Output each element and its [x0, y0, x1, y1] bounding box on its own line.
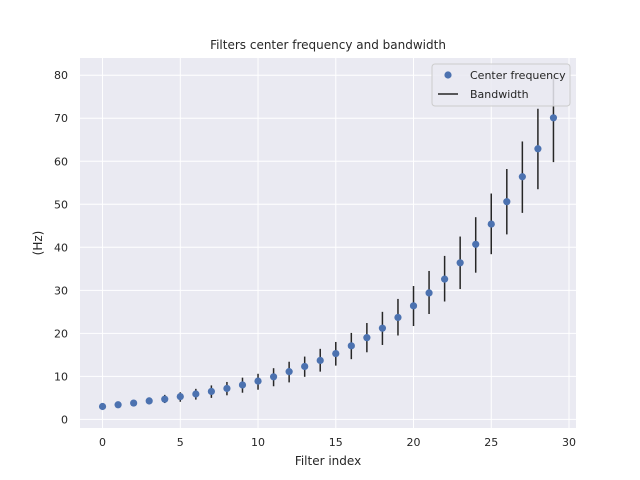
- y-tick-label: 10: [54, 370, 68, 383]
- center-frequency-point: [238, 381, 247, 389]
- x-tick-label: 20: [407, 436, 421, 449]
- center-frequency-point: [487, 220, 495, 228]
- x-axis-label: Filter index: [295, 454, 361, 468]
- center-frequency-point: [518, 173, 526, 181]
- center-frequency-point: [207, 387, 215, 396]
- center-frequency-point: [98, 402, 107, 411]
- center-frequency-point: [363, 334, 371, 342]
- y-tick-label: 60: [54, 155, 68, 168]
- center-frequency-point: [301, 362, 309, 371]
- center-frequency-point: [472, 240, 480, 248]
- center-frequency-point: [192, 390, 200, 398]
- center-frequency-point: [394, 313, 402, 322]
- y-tick-label: 80: [54, 69, 68, 82]
- center-frequency-point: [114, 401, 122, 409]
- plot-background: [80, 58, 576, 428]
- y-tick-label: 20: [54, 327, 68, 340]
- x-tick-label: 5: [177, 436, 184, 449]
- legend-box: [431, 63, 571, 107]
- y-axis-label: (Hz): [31, 231, 45, 256]
- y-tick-label: 30: [54, 284, 68, 297]
- center-frequency-point: [534, 145, 542, 153]
- center-frequency-point: [456, 259, 464, 267]
- center-frequency-point: [176, 392, 184, 401]
- center-frequency-point: [130, 399, 138, 407]
- center-frequency-point: [378, 324, 387, 332]
- legend-marker-center-frequency: [444, 71, 452, 79]
- x-tick-label: 10: [251, 436, 265, 449]
- legend-label-bandwidth: Bandwidth: [470, 88, 529, 101]
- center-frequency-point: [223, 384, 231, 393]
- y-tick-label: 50: [54, 198, 68, 211]
- legend-label-center-frequency: Center frequency: [470, 69, 566, 82]
- center-frequency-point: [332, 349, 340, 358]
- x-tick-label: 0: [99, 436, 106, 449]
- center-frequency-point: [254, 377, 262, 385]
- y-tick-labels: 0 10 20 30 40 50 60 70 80: [54, 69, 68, 426]
- center-frequency-point: [503, 198, 511, 206]
- x-tick-label: 30: [562, 436, 576, 449]
- center-frequency-point: [269, 373, 278, 381]
- y-tick-label: 70: [54, 112, 68, 125]
- center-frequency-point: [316, 356, 324, 365]
- legend: Center frequency Bandwidth: [431, 63, 571, 107]
- x-tick-label: 25: [484, 436, 498, 449]
- chart-title: Filters center frequency and bandwidth: [210, 38, 446, 52]
- center-frequency-point: [161, 395, 169, 403]
- center-frequency-point: [409, 302, 418, 310]
- center-frequency-point: [549, 114, 558, 122]
- center-frequency-point: [425, 289, 433, 297]
- y-tick-label: 0: [61, 413, 68, 426]
- center-frequency-point: [441, 275, 449, 283]
- x-tick-labels: 0 5 10 15 20 25 30: [99, 436, 576, 449]
- center-frequency-point: [145, 397, 153, 405]
- center-frequency-point: [285, 368, 293, 376]
- center-frequency-points: [98, 114, 558, 411]
- x-tick-label: 15: [329, 436, 343, 449]
- center-frequency-point: [347, 342, 355, 350]
- y-tick-label: 40: [54, 241, 68, 254]
